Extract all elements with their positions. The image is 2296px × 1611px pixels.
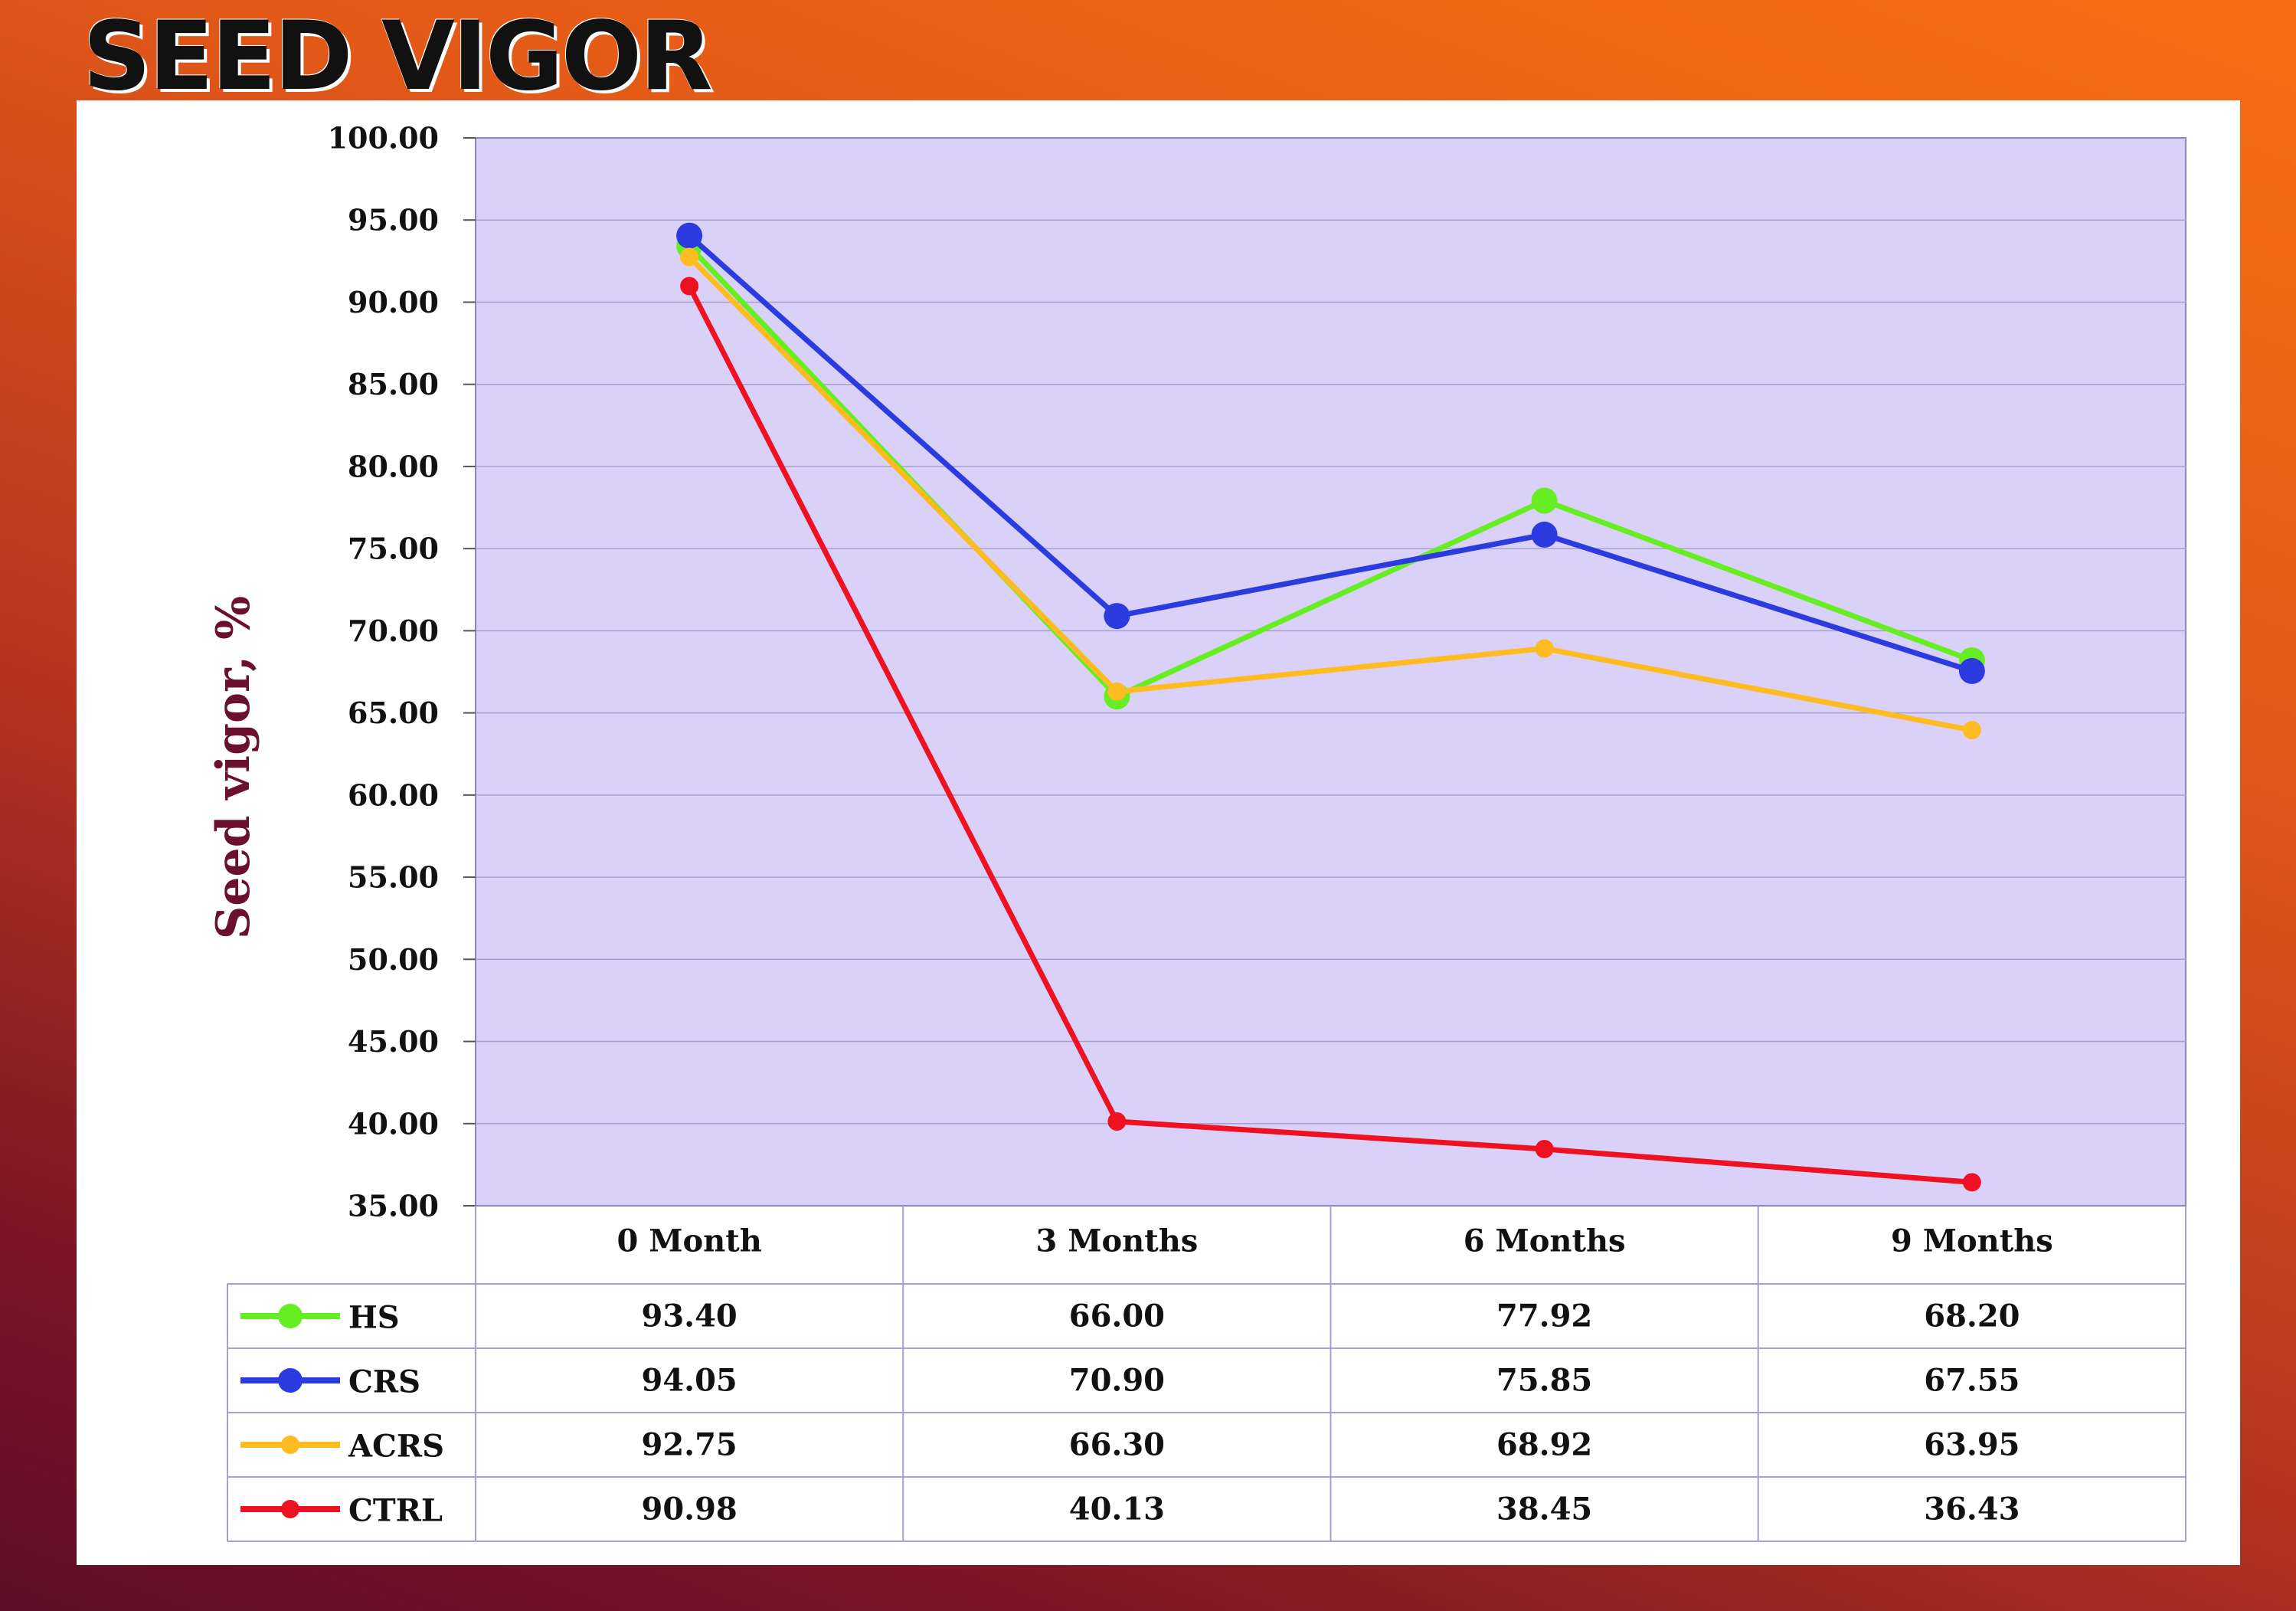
- table-cell-value: 77.92: [1496, 1298, 1592, 1334]
- legend-key-marker: [278, 1304, 303, 1328]
- data-point-hs: [1531, 487, 1558, 514]
- table-cell-value: 63.95: [1924, 1427, 2020, 1463]
- table-cell-value: 38.45: [1496, 1491, 1592, 1528]
- table-cell-value: 68.20: [1924, 1298, 2020, 1334]
- legend-key-marker: [281, 1500, 299, 1518]
- slide-title: SEED VIGOR: [83, 2, 713, 112]
- legend-label-hs: HS: [348, 1300, 400, 1336]
- table-cell-value: 93.40: [641, 1298, 737, 1334]
- y-axis-title: Seed vigor, %: [207, 595, 260, 940]
- y-tick-label: 40.00: [348, 1106, 439, 1141]
- table-cell-value: 90.98: [641, 1491, 737, 1528]
- y-tick-label: 95.00: [348, 203, 439, 237]
- data-point-ctrl: [1535, 1140, 1554, 1159]
- y-tick-label: 75.00: [348, 532, 439, 566]
- table-cell-value: 94.05: [641, 1363, 737, 1399]
- x-category-label: 6 Months: [1464, 1223, 1626, 1259]
- series-line-acrs: [687, 255, 1973, 733]
- y-tick-label: 70.00: [348, 614, 439, 648]
- table-cell-value: 68.92: [1496, 1427, 1592, 1463]
- table-cell-value: 66.30: [1069, 1427, 1165, 1463]
- legend-label-crs: CRS: [348, 1364, 420, 1400]
- data-point-ctrl: [1962, 1173, 1981, 1192]
- y-tick-label: 100.00: [328, 121, 439, 156]
- table-cell-value: 66.00: [1069, 1298, 1165, 1334]
- data-point-crs: [1531, 521, 1558, 548]
- data-point-ctrl: [680, 277, 699, 296]
- table-cell-value: 40.13: [1069, 1491, 1165, 1528]
- series-line-crs: [687, 233, 1973, 674]
- data-point-acrs: [1962, 721, 1981, 740]
- y-tick-label: 80.00: [348, 449, 439, 483]
- data-point-acrs: [1535, 639, 1554, 658]
- x-category-label: 0 Month: [617, 1223, 761, 1259]
- y-tick-label: 85.00: [348, 367, 439, 401]
- line-chart: 35.00 40.00 45.00 50.00 55.00 60.00 65.00 70.00…: [227, 121, 2186, 1542]
- x-category-label: 3 Months: [1035, 1223, 1198, 1259]
- y-tick-label: 45.00: [348, 1024, 439, 1059]
- data-point-crs: [1958, 657, 1985, 684]
- series-line-ctrl: [687, 284, 1973, 1185]
- legend-key-marker: [281, 1436, 299, 1454]
- legend-label-ctrl: CTRL: [348, 1493, 443, 1529]
- y-tick-label: 55.00: [348, 860, 439, 895]
- x-category-label: 9 Months: [1891, 1223, 2053, 1259]
- data-point-ctrl: [1107, 1112, 1127, 1131]
- data-point-crs: [1104, 603, 1130, 630]
- table-cell-value: 67.55: [1924, 1363, 2020, 1399]
- table-cell-value: 70.90: [1069, 1363, 1165, 1399]
- legend-key-marker: [278, 1368, 303, 1393]
- table-cell-value: 36.43: [1924, 1491, 2020, 1528]
- y-tick-label: 35.00: [348, 1189, 439, 1223]
- table-cell-value: 92.75: [641, 1427, 737, 1463]
- data-point-acrs: [1107, 682, 1127, 701]
- table-cell-value: 75.85: [1496, 1363, 1592, 1399]
- data-point-acrs: [680, 247, 699, 267]
- legend-label-acrs: ACRS: [348, 1429, 444, 1465]
- y-tick-label: 65.00: [348, 696, 439, 730]
- y-tick-label: 90.00: [348, 285, 439, 319]
- y-tick-label: 60.00: [348, 778, 439, 812]
- chart-panel: 35.00 40.00 45.00 50.00 55.00 60.00 65.00 70.00…: [77, 100, 2240, 1565]
- data-point-crs: [676, 222, 703, 249]
- y-tick-label: 50.00: [348, 942, 439, 977]
